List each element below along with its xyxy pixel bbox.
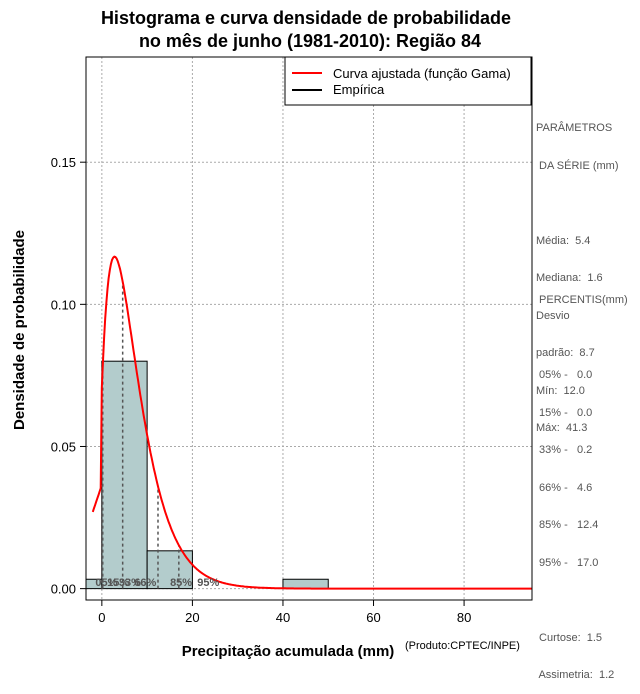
percentil-33: 33% - 0.2 xyxy=(536,444,593,456)
histogram-bar xyxy=(101,360,148,590)
media-value: Média: 5.4 xyxy=(536,234,591,247)
series-parameters-panel: PARÂMETROS DA SÉRIE (mm) Média: 5.4 Medi… xyxy=(536,97,640,447)
desvio-label: Desvio xyxy=(536,309,570,322)
mediana-value: Mediana: 1.6 xyxy=(536,272,603,284)
percentil-05: 05% - 0.0 xyxy=(536,369,593,381)
legend-box xyxy=(284,56,532,106)
percentile-label: 85% xyxy=(170,577,192,589)
percentile-label: 66% xyxy=(134,577,156,589)
parametros-title-2: DA SÉRIE (mm) xyxy=(536,159,619,172)
grid-lines xyxy=(86,57,532,600)
x-axis-title: Precipitação acumulada (mm) xyxy=(182,643,395,660)
histogram-bar xyxy=(282,578,329,590)
product-credit: (Produto:CPTEC/INPE) xyxy=(405,640,520,652)
percentil-15: 15% - 0.0 xyxy=(536,406,593,419)
y-axis-title: Densidade de probabilidade xyxy=(11,230,28,430)
histogram-bar xyxy=(146,550,193,590)
percentile-label: 15% xyxy=(107,577,129,589)
percentis-title: PERCENTIS(mm) xyxy=(536,294,628,306)
y-axis-ticks: 0.00 0.05 0.10 0.15 xyxy=(51,155,86,597)
percentile-bottom-labels: 05%15%33%66% 85% 95% xyxy=(95,577,219,589)
percentile-label: 95% xyxy=(197,577,219,589)
percentile-label: 05% xyxy=(95,577,117,589)
min-value: Mín: 12.0 xyxy=(536,384,585,397)
gamma-fit-curve xyxy=(91,255,532,590)
percentil-95: 95% - 17.0 xyxy=(536,556,599,569)
parametros-title-1: PARÂMETROS xyxy=(536,122,613,134)
x-axis-ticks: 0 20 40 60 80 xyxy=(98,600,471,625)
x-tick-label: 40 xyxy=(276,610,290,625)
percentil-66: 66% - 4.6 xyxy=(536,481,593,494)
histogram-bars xyxy=(85,360,329,590)
y-tick-label: 0.15 xyxy=(51,155,76,170)
chart-title-line1: Histograma e curva densidade de probabil… xyxy=(101,8,511,28)
legend-empirical-label: Empírica xyxy=(333,82,385,97)
x-tick-label: 20 xyxy=(185,610,199,625)
x-tick-label: 60 xyxy=(366,610,380,625)
assimetria-value: Assimetria: 1.2 xyxy=(536,669,615,681)
max-value: Máx: 41.3 xyxy=(536,422,588,434)
curtose-value: Curtose: 1.5 xyxy=(536,631,603,644)
desvio-value: padrão: 8.7 xyxy=(536,347,595,359)
y-tick-label: 0.10 xyxy=(51,297,76,312)
percentiles-panel: PERCENTIS(mm) 05% - 0.0 15% - 0.0 33% - … xyxy=(536,269,640,694)
percentile-label: 33% xyxy=(119,577,141,589)
x-tick-label: 80 xyxy=(457,610,471,625)
histogram-chart: Histograma e curva densidade de probabil… xyxy=(11,8,533,660)
chart-title-line2: no mês de junho (1981-2010): Região 84 xyxy=(139,31,481,51)
percentile-lines xyxy=(101,281,180,589)
y-tick-label: 0.05 xyxy=(51,439,76,454)
plot-frame xyxy=(85,56,533,601)
legend: Curva ajustada (função Gama) Empírica xyxy=(284,56,532,106)
y-tick-label: 0.00 xyxy=(51,582,76,597)
percentil-85: 85% - 12.4 xyxy=(536,519,599,531)
x-tick-label: 0 xyxy=(98,610,105,625)
legend-curve-label: Curva ajustada (função Gama) xyxy=(333,66,511,81)
